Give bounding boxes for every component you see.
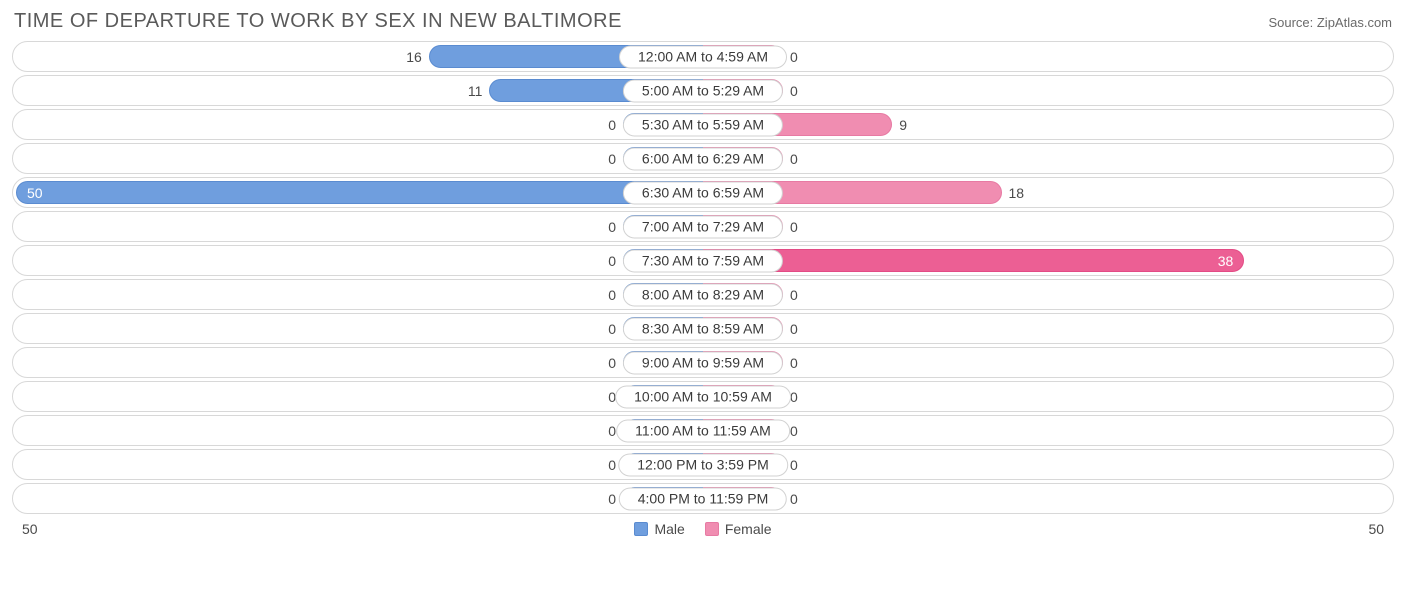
male-value: 0 (608, 355, 616, 371)
legend-male-label: Male (654, 521, 684, 537)
row-label: 5:00 AM to 5:29 AM (623, 79, 783, 102)
chart-row: 0 0 8:30 AM to 8:59 AM (12, 313, 1394, 344)
female-value: 0 (790, 423, 798, 439)
male-swatch-icon (634, 522, 648, 536)
female-value: 0 (790, 355, 798, 371)
row-label: 6:30 AM to 6:59 AM (623, 181, 783, 204)
female-value: 0 (790, 389, 798, 405)
row-label: 8:00 AM to 8:29 AM (623, 283, 783, 306)
male-value: 16 (406, 49, 422, 65)
row-label: 8:30 AM to 8:59 AM (623, 317, 783, 340)
female-value: 0 (790, 321, 798, 337)
female-value: 0 (790, 219, 798, 235)
row-label: 4:00 PM to 11:59 PM (619, 487, 787, 510)
male-value: 0 (608, 457, 616, 473)
male-value: 0 (608, 253, 616, 269)
legend-female-label: Female (725, 521, 772, 537)
row-label: 6:00 AM to 6:29 AM (623, 147, 783, 170)
row-label: 10:00 AM to 10:59 AM (615, 385, 791, 408)
female-value: 0 (790, 151, 798, 167)
chart-title: TIME OF DEPARTURE TO WORK BY SEX IN NEW … (14, 10, 622, 33)
female-value: 0 (790, 491, 798, 507)
female-value: 38 (1218, 253, 1234, 269)
axis-max-right: 50 (772, 521, 1384, 537)
male-value: 50 (27, 185, 43, 201)
row-label: 12:00 PM to 3:59 PM (618, 453, 788, 476)
legend-male: Male (634, 521, 684, 537)
row-label: 5:30 AM to 5:59 AM (623, 113, 783, 136)
chart-source: Source: ZipAtlas.com (1268, 15, 1392, 30)
female-value: 18 (1009, 185, 1025, 201)
male-value: 0 (608, 151, 616, 167)
female-value: 0 (790, 457, 798, 473)
female-swatch-icon (705, 522, 719, 536)
chart-row: 0 38 7:30 AM to 7:59 AM (12, 245, 1394, 276)
chart-row: 0 9 5:30 AM to 5:59 AM (12, 109, 1394, 140)
chart-row: 0010:00 AM to 10:59 AM (12, 381, 1394, 412)
diverging-bar-chart: 16012:00 AM to 4:59 AM1105:00 AM to 5:29… (8, 41, 1398, 514)
male-value: 0 (608, 491, 616, 507)
row-label: 12:00 AM to 4:59 AM (619, 45, 787, 68)
legend: Male Female (634, 521, 771, 537)
row-label: 9:00 AM to 9:59 AM (623, 351, 783, 374)
male-value: 0 (608, 423, 616, 439)
female-value: 0 (790, 83, 798, 99)
male-value: 0 (608, 287, 616, 303)
chart-row: 0 04:00 PM to 11:59 PM (12, 483, 1394, 514)
legend-female: Female (705, 521, 772, 537)
chart-header: TIME OF DEPARTURE TO WORK BY SEX IN NEW … (8, 8, 1398, 41)
female-value: 9 (899, 117, 907, 133)
row-label: 7:00 AM to 7:29 AM (623, 215, 783, 238)
chart-row: 0 012:00 PM to 3:59 PM (12, 449, 1394, 480)
row-label: 7:30 AM to 7:59 AM (623, 249, 783, 272)
female-value: 0 (790, 287, 798, 303)
male-bar: 50 (16, 181, 703, 204)
chart-row: 16 012:00 AM to 4:59 AM (12, 41, 1394, 72)
female-bar: 38 (703, 249, 1244, 272)
chart-row: 0 0 8:00 AM to 8:29 AM (12, 279, 1394, 310)
chart-row: 0 0 9:00 AM to 9:59 AM (12, 347, 1394, 378)
male-value: 11 (468, 83, 483, 99)
male-value: 0 (608, 219, 616, 235)
chart-row: 11 0 5:00 AM to 5:29 AM (12, 75, 1394, 106)
chart-row: 0 0 6:00 AM to 6:29 AM (12, 143, 1394, 174)
chart-footer: 50 Male Female 50 (8, 517, 1398, 539)
row-label: 11:00 AM to 11:59 AM (616, 419, 790, 442)
chart-row: 50 18 6:30 AM to 6:59 AM (12, 177, 1394, 208)
chart-row: 0 011:00 AM to 11:59 AM (12, 415, 1394, 446)
chart-row: 0 0 7:00 AM to 7:29 AM (12, 211, 1394, 242)
female-value: 0 (790, 49, 798, 65)
male-value: 0 (608, 321, 616, 337)
male-value: 0 (608, 117, 616, 133)
axis-max-left: 50 (22, 521, 634, 537)
